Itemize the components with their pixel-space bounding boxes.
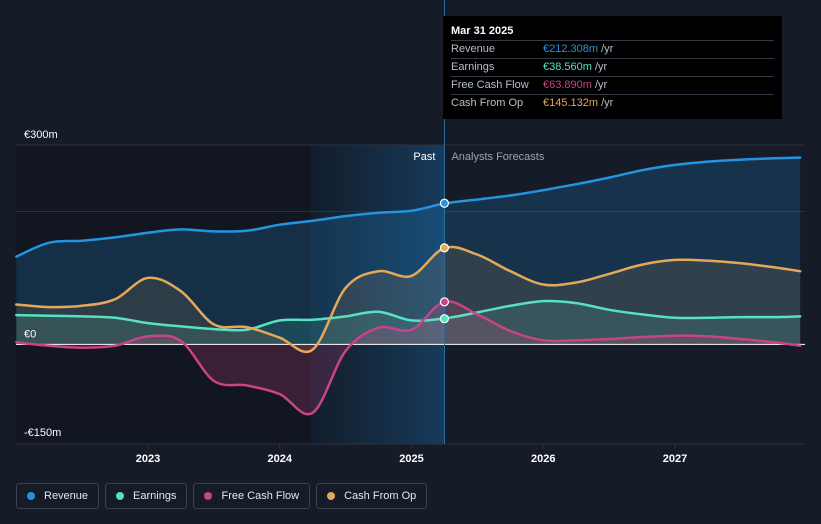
tooltip-label: Cash From Op [451,97,524,109]
revenue-area [16,157,801,345]
tooltip-value: €38.560m [543,61,592,73]
legend-label: Earnings [133,490,177,502]
earnings-line [15,299,802,332]
revenue-line [15,156,802,258]
y-tick-label: €0 [24,328,36,340]
legend-dot-icon [116,492,125,500]
tooltip-row-free-cash-flow: Free Cash Flow €63.890m /yr [451,76,774,94]
forecast-label: Analysts Forecasts [451,151,544,163]
tooltip-row-cash-from-op: Cash From Op €145.132m /yr [451,94,774,112]
tooltip-label: Free Cash Flow [451,79,529,91]
tooltip-date: Mar 31 2025 [451,25,514,37]
highlight-band [311,145,445,444]
earnings-point [439,314,450,324]
legend-item-cash-from-op[interactable]: Cash From Op [316,483,428,509]
legend-label: Revenue [44,490,89,502]
tooltip-value: €63.890m [543,79,592,91]
cash-from-op-point [439,243,450,253]
legend-dot-icon [27,492,35,500]
series-lines [15,156,802,416]
tooltip-row-earnings: Earnings €38.560m /yr [451,58,774,76]
legend-item-earnings[interactable]: Earnings [105,483,188,509]
free-cash-flow-line [15,300,802,416]
x-tick-label: 2026 [531,453,555,465]
legend-item-free-cash-flow[interactable]: Free Cash Flow [193,483,311,509]
legend-label: Cash From Op [344,490,417,502]
tooltip-value: €145.132m [543,97,599,109]
cash-from-op-line [15,245,802,354]
y-tick-label: €300m [24,129,58,141]
y-axis-labels: €300m €0 -€150m [24,129,61,439]
tooltip-label: Revenue [451,43,496,55]
tooltip: Mar 31 2025 Revenue €212.308m /yr Earnin… [443,16,782,119]
past-label: Past [413,151,435,163]
tooltip-unit: /yr [591,61,608,73]
legend-item-revenue[interactable]: Revenue [16,483,100,509]
series-areas [16,157,801,415]
legend-dot-icon [204,492,213,500]
tooltip-unit: /yr [598,97,614,109]
tooltip-unit: /yr [598,43,614,55]
tooltip-label: Earnings [451,61,495,73]
legend-dot-icon [327,492,336,500]
cash-from-op-area [16,246,801,352]
x-tick-label: 2023 [136,453,160,465]
legend: Revenue Earnings Free Cash Flow Cash Fro… [16,483,428,509]
earnings-area [16,301,801,345]
x-axis-labels: 2023 2024 2025 2026 2027 [136,444,687,465]
tooltip-value: €212.308m [543,43,599,55]
revenue-point [439,198,450,208]
x-tick-label: 2025 [399,453,423,465]
highlight-points [439,198,450,324]
legend-label: Free Cash Flow [221,490,300,502]
x-tick-label: 2027 [663,453,687,465]
tooltip-unit: /yr [591,79,608,91]
y-tick-label: -€150m [24,427,61,439]
x-tick-label: 2024 [268,453,293,465]
tooltip-row-revenue: Revenue €212.308m /yr [451,40,774,58]
free-cash-flow-point [439,297,450,307]
